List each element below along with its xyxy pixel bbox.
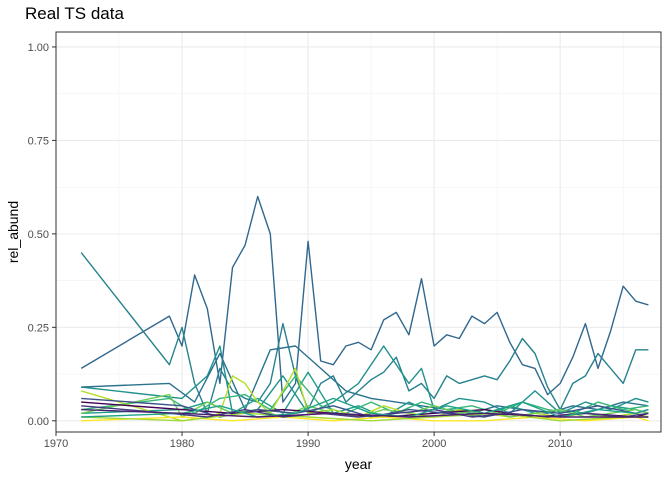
series-lines (80, 195, 649, 422)
series-line-1 (80, 195, 649, 403)
series-line-4 (81, 345, 649, 414)
grid-lines (55, 32, 661, 432)
x-tick-label: 1970 (44, 438, 68, 450)
y-tick-label: 1.00 (28, 42, 49, 54)
y-tick-label: 0.50 (28, 229, 49, 241)
chart-title: Real TS data (25, 4, 124, 23)
x-tick-label: 2010 (548, 438, 572, 450)
y-tick-label: 0.25 (28, 322, 49, 334)
y-tick-label: 0.75 (28, 135, 49, 147)
axes: 1970 1980 1990 2000 2010 0.00 0.25 0.50 0.75 1.00 (28, 42, 573, 450)
x-tick-label: 1980 (170, 438, 194, 450)
series-line-2 (80, 252, 649, 414)
x-axis-title: year (345, 456, 373, 472)
x-tick-label: 1990 (296, 438, 320, 450)
series-line-12 (81, 412, 649, 422)
x-tick-label: 2000 (422, 438, 446, 450)
series-line-15 (81, 408, 649, 418)
y-tick-label: 0.00 (28, 416, 49, 428)
y-axis-title: rel_abund (5, 201, 21, 263)
panel-border (55, 31, 662, 433)
